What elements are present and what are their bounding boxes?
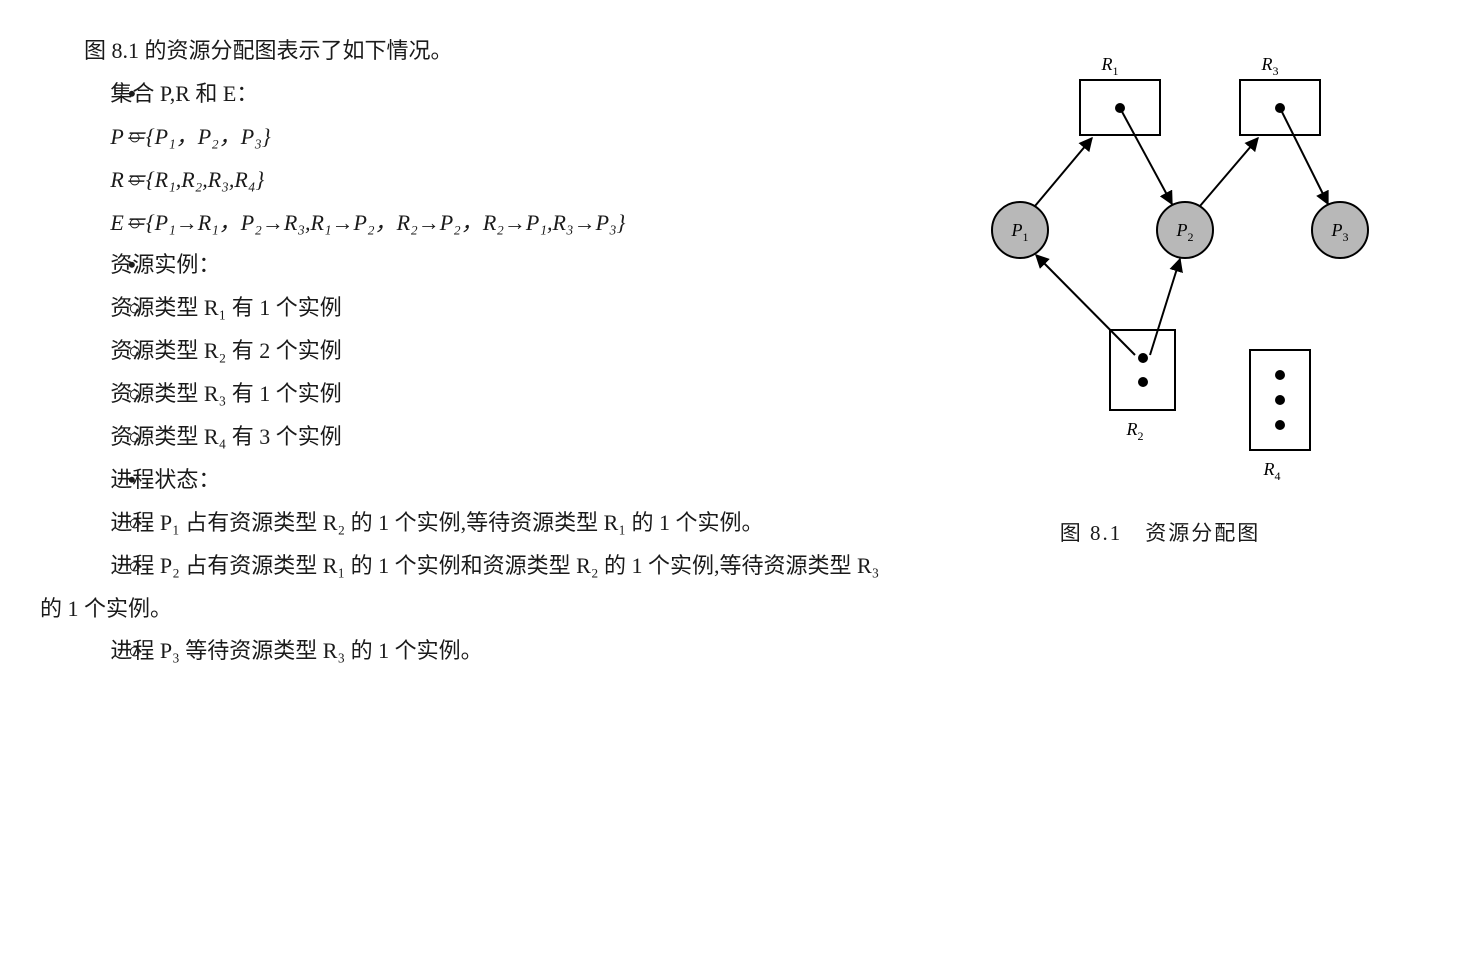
resource-label-R2: R2 <box>1126 419 1144 443</box>
proc-line-2-cont: 的 1 个实例。 <box>40 588 1420 631</box>
edge-P1-R1 <box>1035 138 1092 206</box>
figure-caption: 图 8.1 资源分配图 <box>910 513 1410 554</box>
edge-P2-R3 <box>1200 138 1258 206</box>
instance-dot <box>1138 377 1148 387</box>
page-root: R1R3R2R4P1P2P3 图 8.1 资源分配图 图 8.1 的资源分配图表… <box>40 30 1420 673</box>
intro-line: 图 8.1 的资源分配图表示了如下情况。 <box>40 30 840 73</box>
process-state-heading: 进程状态： <box>40 459 840 502</box>
proc-line-3: 进程 P₃ 等待资源类型 R₃ 的 1 个实例。 <box>40 630 1420 673</box>
resinst-4: 资源类型 R₄ 有 3 个实例 <box>40 416 840 459</box>
edge-R2-P1 <box>1036 255 1135 355</box>
resource-R2 <box>1110 330 1175 410</box>
instance-dot <box>1275 395 1285 405</box>
resource-label-R1: R1 <box>1101 54 1119 78</box>
resource-label-R4: R4 <box>1263 459 1281 483</box>
instance-dot <box>1138 353 1148 363</box>
resinst-1: 资源类型 R₁ 有 1 个实例 <box>40 287 840 330</box>
resinst-2: 资源类型 R₂ 有 2 个实例 <box>40 330 840 373</box>
resource-allocation-graph: R1R3R2R4P1P2P3 <box>940 30 1380 490</box>
set-e-line: E＝{P₁→R₁，P₂→R₃,R₁→P₂，R₂→P₂，R₂→P₁,R₃→P₃} <box>40 202 840 245</box>
sets-heading: 集合 P,R 和 E： <box>40 73 840 116</box>
instance-dot <box>1275 420 1285 430</box>
instance-dot <box>1275 370 1285 380</box>
resinst-3: 资源类型 R₃ 有 1 个实例 <box>40 373 840 416</box>
resource-label-R3: R3 <box>1261 54 1279 78</box>
set-r-line: R＝{R₁,R₂,R₃,R₄} <box>40 159 840 202</box>
set-p-line: P＝{P₁，P₂，P₃} <box>40 116 840 159</box>
figure-8-1: R1R3R2R4P1P2P3 图 8.1 资源分配图 <box>910 30 1410 554</box>
resource-instances-heading: 资源实例： <box>40 244 840 287</box>
text-column: 图 8.1 的资源分配图表示了如下情况。 集合 P,R 和 E： P＝{P₁，P… <box>40 30 840 502</box>
